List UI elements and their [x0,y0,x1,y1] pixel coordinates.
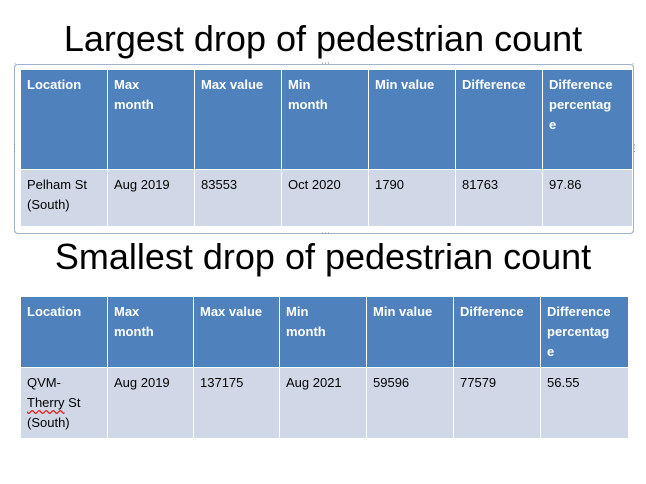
header-difference: Difference [453,296,541,368]
header-max-value: Max value [193,296,280,368]
header-max-month: Max month [107,296,194,368]
spellcheck-underlined-word: Therry [27,395,65,410]
resize-handle-top-left[interactable]: · [13,60,17,70]
header-location: Location [20,296,108,368]
cell-difference-percentage[interactable]: 97.86 [542,169,633,227]
cell-difference[interactable]: 77579 [453,367,541,439]
selection-frame[interactable]: ⋯ ⋯ ⋮ ⋮ · · · · [10,60,639,239]
resize-handle-right[interactable]: ⋮ [630,144,639,154]
resize-handle-left[interactable]: ⋮ [10,144,19,154]
cell-min-month[interactable]: Oct 2020 [281,169,369,227]
header-location: Location [20,69,108,170]
header-difference: Difference [455,69,543,170]
cell-min-value[interactable]: 59596 [366,367,454,439]
header-max-month: Max month [107,69,195,170]
resize-handle-top[interactable]: ⋯ [321,59,330,69]
header-difference-percentage: Difference percentag e [542,69,633,170]
cell-max-month[interactable]: Aug 2019 [107,169,195,227]
cell-location[interactable]: Pelham St (South) [20,169,108,227]
header-max-value: Max value [194,69,282,170]
header-min-value: Min value [366,296,454,368]
cell-max-value[interactable]: 137175 [193,367,280,439]
resize-handle-bottom[interactable]: ⋯ [321,229,330,239]
largest-drop-table[interactable]: Location Max month Max value Min month Min… [20,69,633,227]
table-row: Pelham St (South) Aug 2019 83553 Oct 2020… [20,169,633,227]
table-header-row: Location Max month Max value Min month Min… [20,69,633,170]
cell-min-month[interactable]: Aug 2021 [279,367,367,439]
table-row: QVM- Therry St (South) Aug 2019 137175 Aug… [20,367,629,439]
title-smallest-drop: Smallest drop of pedestrian count [54,236,592,277]
smallest-drop-table[interactable]: Location Max month Max value Min month Min… [20,296,629,439]
cell-difference[interactable]: 81763 [455,169,543,227]
resize-handle-bottom-right[interactable]: · [631,228,635,238]
cell-location[interactable]: QVM- Therry St (South) [20,367,108,439]
cell-max-value[interactable]: 83553 [194,169,282,227]
table-header-row: Location Max month Max value Min month Min… [20,296,629,368]
resize-handle-top-right[interactable]: · [631,60,635,70]
cell-difference-percentage[interactable]: 56.55 [540,367,629,439]
cell-max-month[interactable]: Aug 2019 [107,367,194,439]
title-largest-drop: Largest drop of pedestrian count [63,18,583,59]
header-difference-percentage: Difference percentag e [540,296,629,368]
resize-handle-bottom-left[interactable]: · [13,228,17,238]
header-min-month: Min month [279,296,367,368]
header-min-value: Min value [368,69,456,170]
cell-min-value[interactable]: 1790 [368,169,456,227]
header-min-month: Min month [281,69,369,170]
